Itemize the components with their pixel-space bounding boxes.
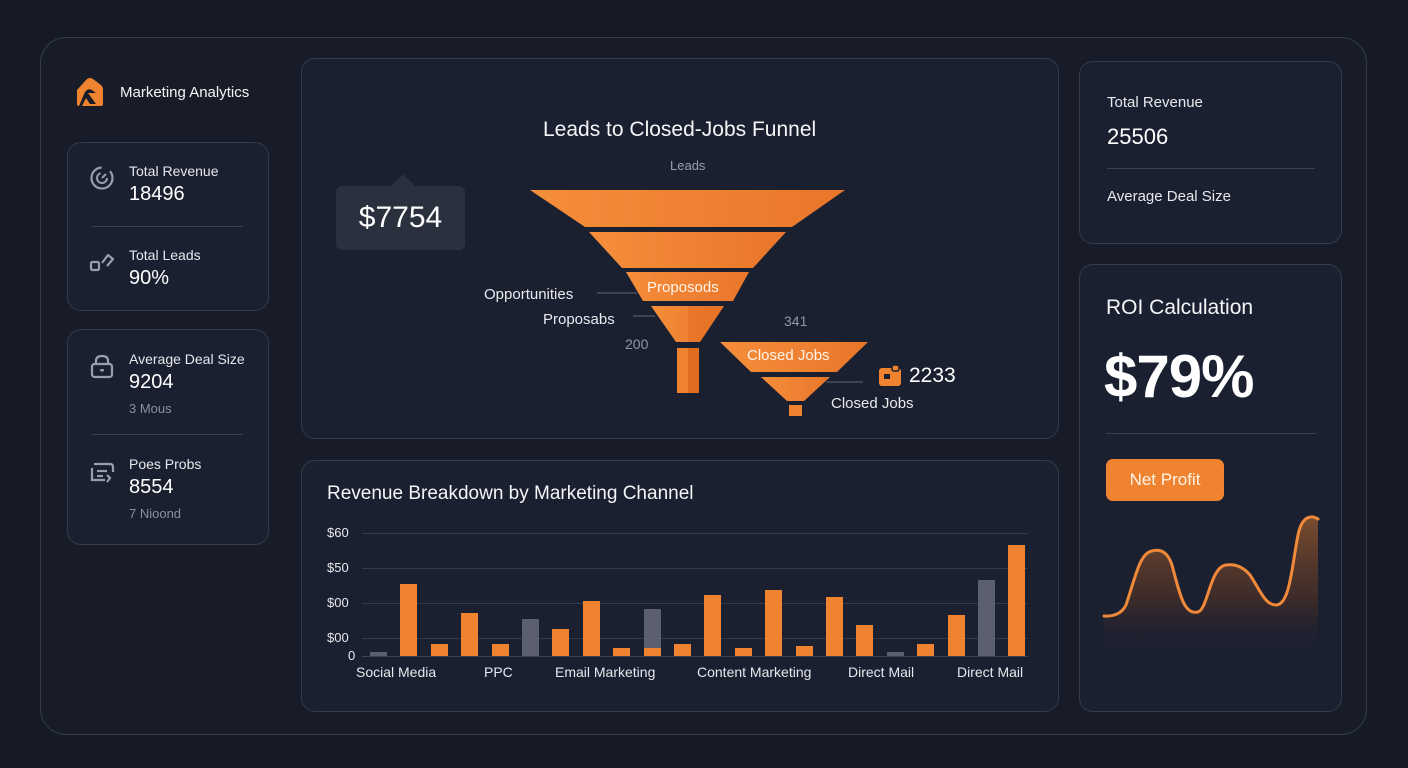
closed-jobs-value: 2233 bbox=[909, 364, 956, 387]
bar[interactable] bbox=[522, 619, 539, 656]
funnel-stage-leads-label: Leads bbox=[670, 158, 706, 173]
bar-stack[interactable] bbox=[643, 647, 661, 656]
baseline bbox=[362, 656, 1028, 657]
gridline bbox=[362, 603, 1028, 604]
stat-subtext: 7 Nioond bbox=[129, 506, 182, 521]
list-icon bbox=[90, 462, 115, 483]
funnel-number-200: 200 bbox=[625, 336, 649, 352]
total-revenue-label: Total Revenue bbox=[1107, 94, 1203, 111]
bar[interactable] bbox=[978, 580, 995, 656]
y-tick: 0 bbox=[348, 648, 356, 663]
divider bbox=[1106, 433, 1316, 434]
funnel-label-opportunities: Opportunities bbox=[484, 286, 574, 303]
bar[interactable] bbox=[917, 643, 935, 656]
x-label: Content Marketing bbox=[697, 664, 812, 680]
gridline bbox=[362, 638, 1028, 639]
bar[interactable] bbox=[613, 647, 631, 656]
divider bbox=[1107, 168, 1315, 169]
lock-icon bbox=[90, 354, 114, 379]
y-tick: $50 bbox=[327, 560, 349, 575]
funnel-label-proposals: Proposabs bbox=[543, 311, 615, 328]
house-logo-icon bbox=[77, 78, 103, 106]
stat-total-leads[interactable]: Total Leads 90% bbox=[89, 247, 259, 295]
gridline bbox=[362, 533, 1028, 534]
connector-line bbox=[826, 381, 863, 383]
bar[interactable] bbox=[826, 596, 843, 656]
stat-value: 9204 bbox=[129, 371, 174, 393]
gauge-icon bbox=[90, 166, 114, 190]
stat-label: Poes Probs bbox=[129, 456, 202, 472]
revenue-chart-panel bbox=[301, 460, 1059, 712]
stat-label: Average Deal Size bbox=[129, 351, 245, 367]
bar[interactable] bbox=[765, 590, 783, 656]
stat-value: 90% bbox=[129, 267, 170, 289]
stat-total-revenue[interactable]: Total Revenue 18496 bbox=[89, 163, 259, 211]
bar[interactable] bbox=[430, 643, 448, 656]
funnel-tooltip: $7754 bbox=[336, 174, 465, 250]
total-revenue-value: 25506 bbox=[1107, 124, 1169, 149]
y-tick: $60 bbox=[327, 525, 349, 540]
bar[interactable] bbox=[400, 584, 418, 656]
roi-title: ROI Calculation bbox=[1106, 296, 1254, 319]
x-label: Direct Mail bbox=[957, 664, 1024, 680]
bar[interactable] bbox=[795, 645, 813, 656]
bar[interactable] bbox=[856, 625, 874, 656]
brand: Marketing Analytics bbox=[74, 76, 249, 108]
stat-value: 8554 bbox=[129, 476, 174, 498]
funnel-label-closed-jobs: Closed Jobs bbox=[831, 395, 914, 412]
funnel-segment-closed-jobs-label: Closed Jobs bbox=[747, 347, 830, 364]
bar[interactable] bbox=[704, 594, 722, 656]
bar[interactable] bbox=[886, 651, 904, 656]
briefcase-icon bbox=[879, 364, 901, 386]
stat-label: Total Leads bbox=[129, 247, 201, 263]
funnel-number-341: 341 bbox=[784, 313, 808, 329]
stat-poes-probs[interactable]: Poes Probs 8554 7 Nioond bbox=[89, 456, 259, 526]
net-profit-sparkline bbox=[1102, 515, 1320, 655]
x-label: Email Marketing bbox=[555, 664, 656, 680]
bar[interactable] bbox=[552, 629, 570, 656]
connector-line bbox=[597, 292, 637, 294]
bar[interactable] bbox=[643, 608, 661, 656]
average-deal-size-label: Average Deal Size bbox=[1107, 188, 1231, 205]
bar[interactable] bbox=[734, 647, 752, 656]
bar[interactable] bbox=[947, 615, 965, 656]
revenue-chart-title: Revenue Breakdown by Marketing Channel bbox=[327, 483, 694, 504]
connector-line bbox=[633, 315, 655, 317]
stat-average-deal-size[interactable]: Average Deal Size 9204 3 Mous bbox=[89, 351, 259, 421]
funnel-title: Leads to Closed-Jobs Funnel bbox=[543, 118, 817, 141]
stat-subtext: 3 Mous bbox=[129, 401, 172, 416]
link-icon bbox=[89, 253, 115, 272]
bar[interactable] bbox=[582, 600, 600, 656]
roi-value: $79% bbox=[1104, 343, 1254, 410]
x-label: Social Media bbox=[356, 664, 437, 680]
stat-label: Total Revenue bbox=[129, 163, 219, 179]
divider bbox=[92, 226, 243, 227]
bar[interactable] bbox=[1008, 545, 1026, 656]
funnel-segment-proposods-label: Proposods bbox=[647, 279, 719, 296]
y-tick: $00 bbox=[327, 595, 349, 610]
y-tick: $00 bbox=[327, 630, 349, 645]
stat-value: 18496 bbox=[129, 183, 185, 205]
divider bbox=[92, 434, 243, 435]
app-title: Marketing Analytics bbox=[120, 83, 250, 101]
net-profit-button[interactable]: Net Profit bbox=[1106, 459, 1224, 501]
funnel-segment-proposods bbox=[626, 272, 749, 301]
bar[interactable] bbox=[370, 651, 387, 656]
bar[interactable] bbox=[674, 643, 691, 656]
bar[interactable] bbox=[491, 643, 509, 656]
x-label: Direct Mail bbox=[848, 664, 915, 680]
x-label: PPC bbox=[484, 664, 513, 680]
gridline bbox=[362, 568, 1028, 569]
funnel-segment-opportunities bbox=[589, 232, 786, 268]
bar[interactable] bbox=[461, 612, 479, 656]
funnel-segment-leads bbox=[530, 190, 845, 227]
funnel-segment-closed-jobs bbox=[720, 342, 868, 372]
kpi-card bbox=[1079, 61, 1342, 244]
